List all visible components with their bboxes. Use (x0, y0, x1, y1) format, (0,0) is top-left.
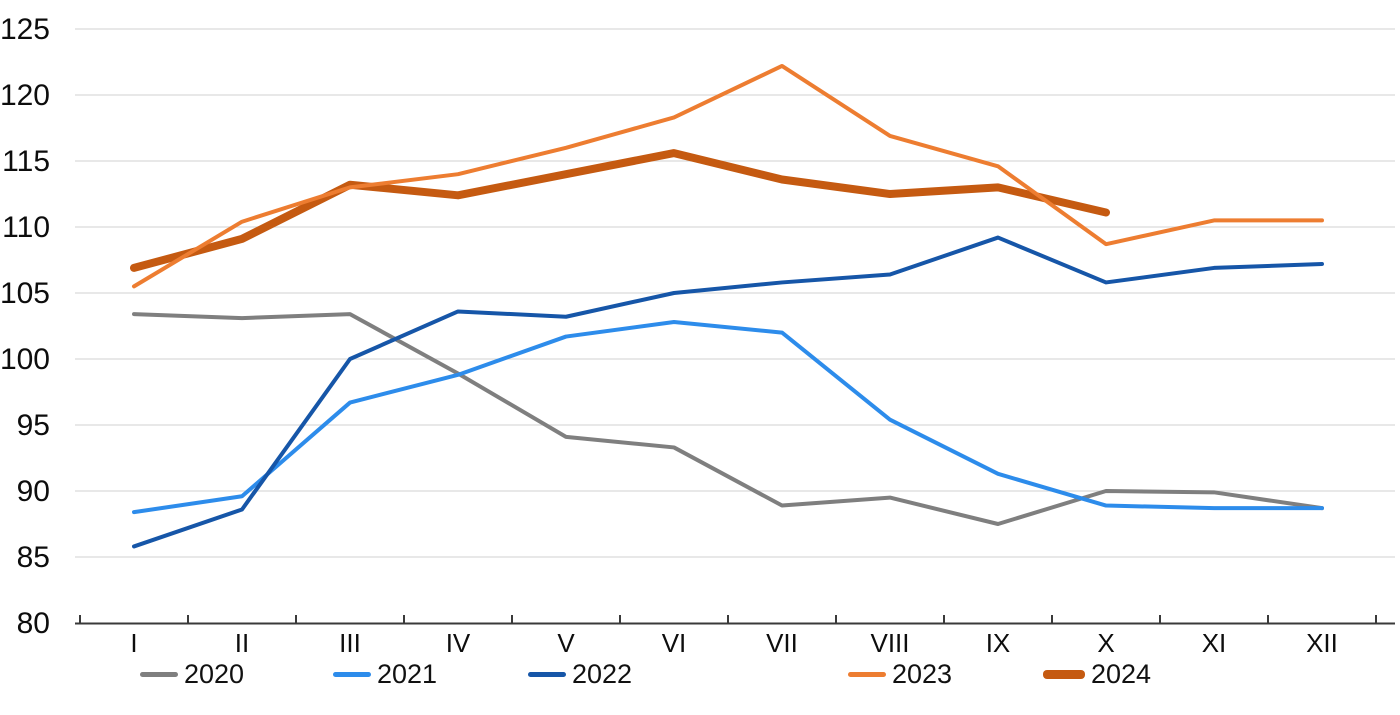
series-line-2023 (132, 63, 1324, 289)
legend-item-2023: 2023 (848, 658, 952, 690)
legend-label: 2021 (377, 659, 438, 689)
legend-label: 2022 (572, 659, 633, 689)
legend-item-2021: 2021 (333, 658, 437, 690)
series-line-2020 (132, 312, 1324, 526)
series-line-2021 (132, 320, 1324, 515)
legend-swatch-2020 (140, 671, 178, 677)
y-axis-tick-label: 115 (2, 145, 50, 178)
chart-legend: 2020 2021 2022 2023 2024 (0, 658, 1400, 692)
legend-label: 2020 (184, 659, 245, 689)
x-axis-category-label: I (130, 628, 137, 658)
legend-swatch-2024 (1043, 669, 1085, 679)
x-axis-category-label: VI (662, 628, 687, 658)
legend-item-2020: 2020 (140, 658, 244, 690)
legend-swatch-2023 (848, 671, 886, 677)
x-axis-category-label: II (235, 628, 249, 658)
series-line-2024 (130, 149, 1110, 272)
x-axis-category-label: IX (986, 628, 1011, 658)
x-axis-category-label: XII (1306, 628, 1338, 658)
y-axis-tick-label: 105 (0, 277, 50, 310)
y-axis-tick-label: 90 (17, 475, 50, 508)
y-axis-tick-label: 100 (0, 343, 50, 376)
y-axis-tick-label: 95 (17, 409, 50, 442)
legend-item-2022: 2022 (528, 658, 632, 690)
x-axis-category-label: VII (766, 628, 798, 658)
x-axis-category-label: X (1097, 628, 1114, 658)
y-axis-tick-label: 110 (2, 211, 50, 244)
x-axis-category-label: VIII (870, 628, 909, 658)
legend-label: 2023 (892, 659, 953, 689)
legend-label: 2024 (1091, 659, 1152, 689)
legend-item-2024: 2024 (1043, 658, 1151, 690)
y-axis-tick-label: 85 (17, 541, 50, 574)
y-axis-tick-label: 80 (17, 607, 50, 640)
legend-swatch-2022 (528, 671, 566, 677)
series-line-2022 (132, 235, 1324, 549)
x-axis-category-label: V (557, 628, 575, 658)
x-axis-category-label: XI (1202, 628, 1227, 658)
y-axis-tick-label: 120 (0, 79, 50, 112)
x-axis-category-label: IV (446, 628, 471, 658)
legend-swatch-2021 (333, 671, 371, 677)
y-axis-tick-label: 125 (0, 13, 50, 46)
x-axis-category-label: III (339, 628, 361, 658)
